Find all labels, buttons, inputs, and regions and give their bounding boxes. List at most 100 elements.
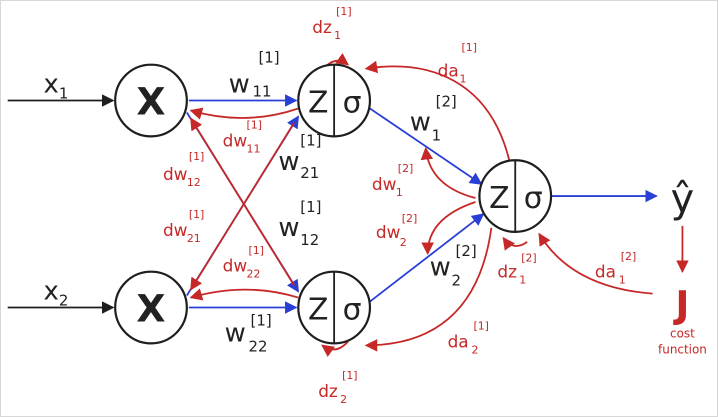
svg-text:dw: dw: [372, 174, 397, 194]
grad-edge-da2-1: [364, 227, 493, 352]
output-neuron: Z σ: [478, 159, 553, 233]
svg-text:[1]: [1]: [189, 150, 204, 163]
svg-text:2: 2: [452, 272, 461, 290]
label-dz1-1: dz [1] 1: [312, 5, 351, 42]
svg-text:[1]: [1]: [300, 131, 321, 149]
multiply-symbol: X: [136, 79, 165, 123]
svg-text:2: 2: [471, 343, 478, 356]
svg-text:da: da: [438, 61, 459, 81]
svg-text:1: 1: [396, 186, 403, 199]
svg-text:w: w: [229, 70, 250, 100]
svg-text:[2]: [2]: [402, 212, 418, 225]
svg-text:dw: dw: [223, 256, 248, 276]
label-w11: w [1] 11: [229, 49, 280, 101]
label-da1-1: da [1] 1: [438, 41, 477, 86]
svg-text:12: 12: [187, 176, 201, 189]
svg-text:21: 21: [187, 232, 201, 245]
edge-w1-layer2: [369, 107, 483, 185]
svg-text:[1]: [1]: [249, 244, 264, 257]
svg-text:w: w: [278, 147, 299, 177]
multiply-node-2: X: [114, 270, 188, 345]
input-label-x2: x2: [44, 277, 69, 310]
label-dw11: dw [1] 11: [223, 118, 262, 155]
svg-text:dz: dz: [497, 262, 517, 282]
z-symbol: Z: [308, 292, 328, 327]
grad-edge-dw2-2: [421, 201, 476, 256]
sigma-symbol: σ: [343, 292, 362, 327]
grad-edge-dw11: [189, 107, 299, 120]
label-w22: w [1] 22: [225, 311, 272, 355]
label-dw22: dw [1] 22: [223, 244, 264, 281]
label-da2-1: da [1] 2: [448, 319, 489, 356]
svg-text:[1]: [1]: [189, 208, 204, 221]
hidden-neuron-2: Z σ: [297, 270, 372, 345]
svg-text:[1]: [1]: [462, 41, 478, 54]
svg-text:[2]: [2]: [621, 250, 637, 263]
label-w12: w [1] 12: [278, 198, 321, 249]
svg-text:[2]: [2]: [521, 252, 537, 265]
svg-text:[2]: [2]: [398, 162, 414, 175]
svg-text:w: w: [225, 318, 246, 348]
grad-edge-dw21: [190, 121, 296, 291]
label-dw21: dw [1] 21: [163, 208, 204, 245]
svg-text:11: 11: [247, 142, 261, 155]
label-w1-layer2: w [2] 1: [410, 92, 457, 144]
svg-text:1: 1: [432, 126, 441, 144]
svg-text:w: w: [430, 253, 451, 283]
z-symbol: Z: [489, 181, 509, 216]
svg-text:2: 2: [340, 393, 347, 406]
grad-edge-da1-1: [364, 60, 511, 161]
svg-text:w: w: [278, 213, 299, 243]
svg-text:2: 2: [400, 236, 407, 249]
svg-text:22: 22: [249, 337, 268, 355]
sigma-symbol: σ: [343, 85, 362, 120]
svg-text:11: 11: [253, 83, 272, 101]
svg-text:[1]: [1]: [300, 198, 321, 216]
label-dw2-layer2: dw [2] 2: [376, 212, 417, 249]
svg-text:da: da: [595, 262, 616, 282]
label-w21: w [1] 21: [278, 131, 321, 182]
svg-text:[2]: [2]: [456, 242, 477, 260]
output-yhat: ŷ: [671, 176, 695, 222]
label-dw12: dw [1] 12: [163, 150, 204, 189]
svg-text:1: 1: [519, 274, 526, 287]
svg-text:da: da: [448, 331, 469, 351]
grad-edge-dw22: [189, 288, 299, 301]
grad-edge-dw12: [190, 117, 296, 287]
input-label-x1: x1: [44, 70, 69, 103]
cost-label-line2: function: [658, 342, 707, 356]
label-da1-2: da [2] 1: [595, 250, 636, 287]
svg-text:[1]: [1]: [473, 319, 489, 332]
svg-text:[1]: [1]: [342, 369, 358, 382]
svg-text:12: 12: [300, 231, 319, 249]
svg-text:dw: dw: [163, 164, 188, 184]
hidden-neuron-1: Z σ: [297, 63, 372, 138]
svg-text:22: 22: [247, 268, 261, 281]
label-dw1-layer2: dw [2] 1: [372, 162, 413, 199]
grad-edge-da1-2: [538, 232, 653, 295]
grad-edge-dw1-2: [420, 147, 476, 199]
multiply-node-1: X: [114, 63, 188, 138]
svg-text:21: 21: [300, 164, 319, 182]
z-symbol: Z: [308, 85, 328, 120]
svg-text:[1]: [1]: [336, 5, 352, 18]
svg-text:[1]: [1]: [258, 49, 279, 67]
sigma-symbol: σ: [524, 181, 543, 216]
svg-text:dw: dw: [223, 130, 248, 150]
svg-text:[2]: [2]: [436, 92, 457, 110]
cost-symbol: J: [672, 282, 689, 326]
svg-text:dz: dz: [312, 17, 332, 37]
svg-text:1: 1: [334, 29, 341, 42]
svg-text:dw: dw: [163, 220, 188, 240]
label-dz1-2: dz [2] 1: [497, 252, 536, 287]
label-dz2-1: dz [1] 2: [318, 369, 357, 406]
svg-text:1: 1: [619, 274, 626, 287]
svg-text:w: w: [410, 107, 431, 137]
cost-label-line1: cost: [670, 326, 695, 340]
label-w2-layer2: w [2] 2: [430, 242, 477, 290]
svg-text:[1]: [1]: [247, 118, 262, 131]
grad-edge-dz1-2: [502, 236, 528, 251]
svg-text:dz: dz: [318, 381, 338, 401]
svg-text:1: 1: [460, 73, 467, 86]
